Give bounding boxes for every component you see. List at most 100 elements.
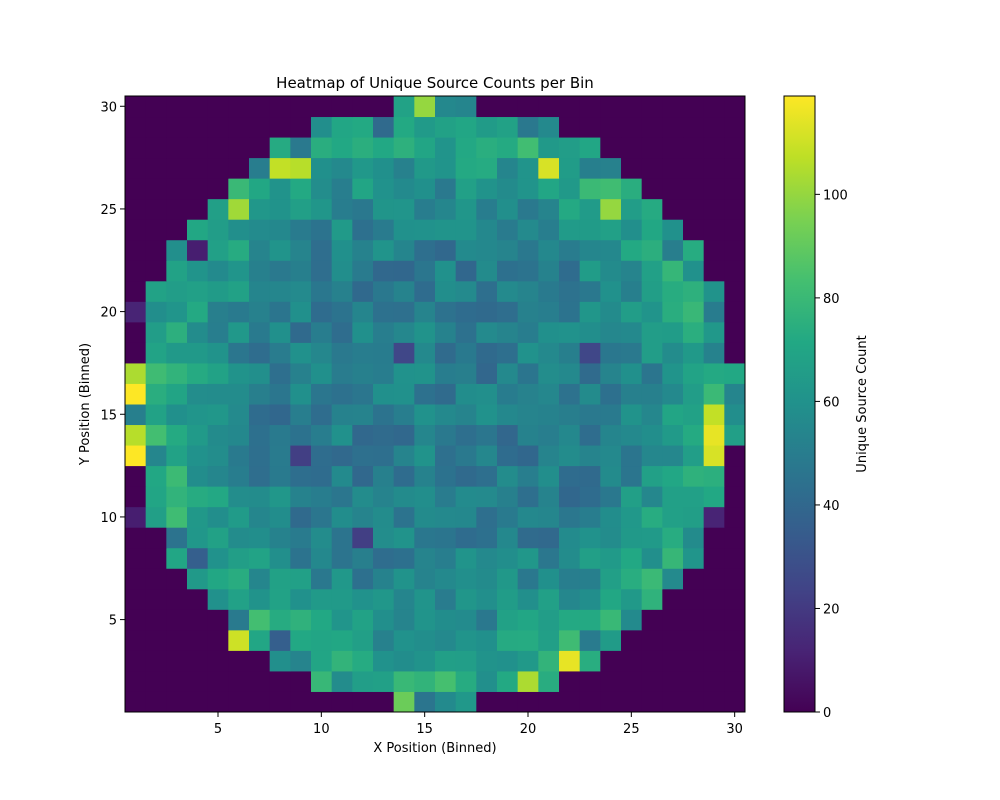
heatmap-cell [455, 280, 477, 302]
heatmap-cell [249, 527, 271, 549]
colorbar [783, 95, 816, 713]
heatmap-cell [145, 486, 167, 508]
heatmap-cell [207, 178, 229, 200]
heatmap-cell [166, 301, 188, 323]
heatmap-cell [538, 137, 560, 159]
heatmap-cell [559, 219, 581, 241]
heatmap-cell [538, 486, 560, 508]
heatmap-cell [538, 178, 560, 200]
heatmap-cell [331, 383, 353, 405]
x-tick-label: 5 [214, 722, 222, 737]
heatmap-cell [662, 445, 684, 467]
heatmap-cell [497, 691, 519, 713]
heatmap-cell [579, 445, 601, 467]
heatmap-cell [352, 506, 374, 528]
heatmap-cell [187, 383, 209, 405]
heatmap-cell [497, 157, 519, 179]
heatmap-cell [703, 178, 725, 200]
heatmap-cell [435, 506, 457, 528]
heatmap-cell [228, 362, 250, 384]
heatmap-cell [559, 609, 581, 631]
heatmap-cell [373, 239, 395, 261]
heatmap-cell [228, 445, 250, 467]
heatmap-cell [435, 321, 457, 343]
heatmap-cell [331, 424, 353, 446]
heatmap-cell [311, 280, 333, 302]
heatmap-cell [662, 157, 684, 179]
heatmap-cell [724, 691, 746, 713]
heatmap-cell [311, 96, 333, 118]
heatmap-cell [269, 157, 291, 179]
heatmap-cell [497, 239, 519, 261]
heatmap-cell [228, 424, 250, 446]
heatmap-cell [145, 609, 167, 631]
heatmap-cell [435, 691, 457, 713]
heatmap-cell [621, 342, 643, 364]
heatmap-cell [331, 342, 353, 364]
heatmap-cell [331, 527, 353, 549]
heatmap-cell [125, 547, 147, 569]
heatmap-cell [435, 383, 457, 405]
heatmap-cell [662, 362, 684, 384]
heatmap-cell [724, 239, 746, 261]
heatmap-cell [414, 280, 436, 302]
heatmap-cell [187, 609, 209, 631]
heatmap-cell [414, 670, 436, 692]
heatmap-cell [166, 280, 188, 302]
heatmap-cell [373, 568, 395, 590]
heatmap-cell [538, 568, 560, 590]
heatmap-cell [455, 96, 477, 118]
heatmap-cell [145, 198, 167, 220]
heatmap-cell [166, 178, 188, 200]
heatmap-cell [641, 198, 663, 220]
heatmap-cell [145, 157, 167, 179]
heatmap-cell [187, 670, 209, 692]
heatmap-cell [187, 239, 209, 261]
heatmap-cell [249, 301, 271, 323]
heatmap-cell [166, 650, 188, 672]
heatmap-cell [517, 116, 539, 138]
heatmap-cell [352, 157, 374, 179]
y-tick-label: 5 [109, 614, 117, 629]
heatmap-cell [621, 178, 643, 200]
chart-title: Heatmap of Unique Source Counts per Bin [276, 74, 594, 92]
heatmap-cell [249, 260, 271, 282]
heatmap-cell [373, 486, 395, 508]
heatmap-cell [662, 404, 684, 426]
heatmap-cell [393, 486, 415, 508]
heatmap-cell [621, 404, 643, 426]
heatmap-cell [393, 301, 415, 323]
heatmap-cell [662, 342, 684, 364]
heatmap-cell [125, 691, 147, 713]
heatmap-cell [187, 198, 209, 220]
heatmap-cell [724, 301, 746, 323]
heatmap-cell [187, 321, 209, 343]
heatmap-cell [373, 321, 395, 343]
heatmap-cell [435, 547, 457, 569]
heatmap-cell [703, 588, 725, 610]
heatmap-cell [373, 342, 395, 364]
heatmap-cell [579, 342, 601, 364]
heatmap-cell [228, 547, 250, 569]
heatmap-cell [455, 404, 477, 426]
heatmap-cell [683, 219, 705, 241]
heatmap-cell [373, 691, 395, 713]
heatmap-cell [497, 670, 519, 692]
x-tick-label: 30 [726, 722, 743, 737]
heatmap-cell [538, 219, 560, 241]
heatmap-cell [207, 404, 229, 426]
heatmap-cell [228, 609, 250, 631]
heatmap-cell [414, 691, 436, 713]
heatmap-cell [724, 609, 746, 631]
heatmap-cell [600, 219, 622, 241]
heatmap-cell [497, 609, 519, 631]
heatmap-cell [414, 219, 436, 241]
heatmap-cell [662, 116, 684, 138]
heatmap-cell [166, 321, 188, 343]
heatmap-cell [703, 670, 725, 692]
colorbar-label: Unique Source Count [855, 335, 870, 472]
heatmap-cell [724, 465, 746, 487]
heatmap-cells [125, 96, 746, 713]
heatmap-cell [724, 547, 746, 569]
heatmap-cell [703, 260, 725, 282]
